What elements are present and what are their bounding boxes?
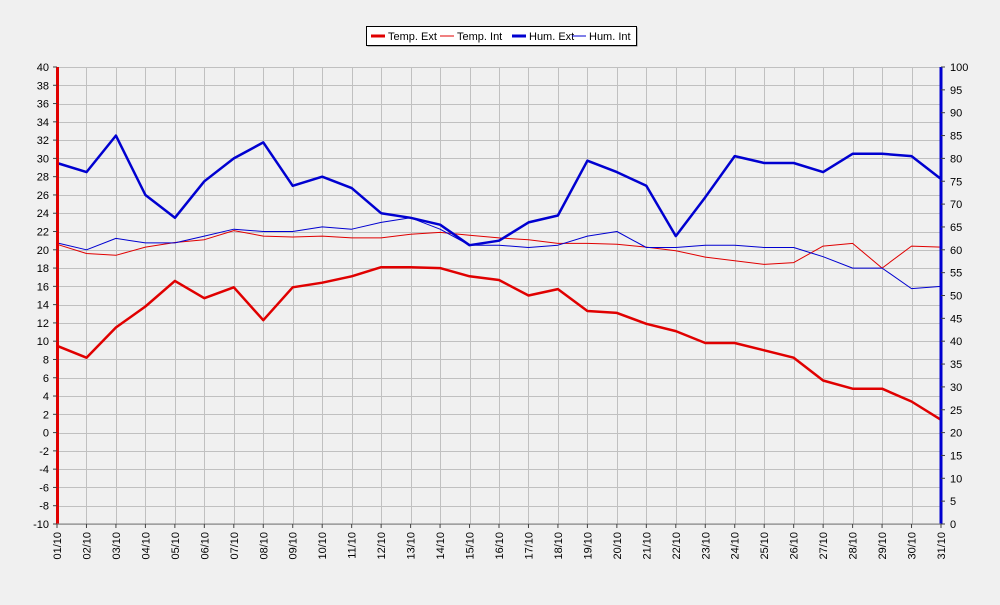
left-tick-label: -8 xyxy=(39,501,49,513)
x-tick-label: 05/10 xyxy=(170,532,182,560)
x-tick-label: 22/10 xyxy=(671,532,683,560)
x-tick-label: 27/10 xyxy=(818,532,830,560)
x-axis-ticks: 01/10 02/10 03/10 04/10 05/10 06/10 07/10 08/10… xyxy=(52,524,948,560)
series-line-2 xyxy=(56,134,942,247)
left-tick-label: 24 xyxy=(37,208,49,220)
x-tick-label: 12/10 xyxy=(376,532,388,560)
right-tick-label: 70 xyxy=(950,199,962,211)
x-tick-label: 25/10 xyxy=(759,532,771,560)
left-tick-label: 10 xyxy=(37,336,49,348)
legend-box xyxy=(366,26,637,46)
x-tick-label: 06/10 xyxy=(199,532,211,560)
right-tick-label: 75 xyxy=(950,176,962,188)
grid xyxy=(57,67,942,525)
x-tick-label: 17/10 xyxy=(523,532,535,560)
right-tick-label: 95 xyxy=(950,85,962,97)
x-tick-label: 21/10 xyxy=(641,532,653,560)
right-tick-label: 5 xyxy=(950,496,956,508)
left-tick-label: 0 xyxy=(43,428,49,440)
left-tick-label: 34 xyxy=(37,117,49,129)
left-tick-label: 16 xyxy=(37,281,49,293)
legend-label: Hum. Ext xyxy=(529,31,574,43)
right-tick-label: 20 xyxy=(950,428,962,440)
right-tick-label: 65 xyxy=(950,222,962,234)
left-tick-label: 28 xyxy=(37,172,49,184)
x-tick-label: 11/10 xyxy=(347,532,359,559)
x-tick-label: 13/10 xyxy=(406,532,418,560)
left-tick-label: 26 xyxy=(37,190,49,202)
left-tick-label: 36 xyxy=(37,99,49,111)
left-tick-label: 14 xyxy=(37,300,49,312)
x-tick-label: 31/10 xyxy=(936,532,948,560)
left-tick-label: 20 xyxy=(37,245,49,257)
right-tick-label: 15 xyxy=(950,450,962,462)
right-tick-label: 90 xyxy=(950,108,962,120)
left-tick-label: 18 xyxy=(37,263,49,275)
x-tick-label: 19/10 xyxy=(582,532,594,560)
right-tick-label: 40 xyxy=(950,336,962,348)
x-tick-label: 04/10 xyxy=(140,532,152,560)
x-tick-label: 18/10 xyxy=(553,532,565,560)
x-tick-label: 20/10 xyxy=(612,532,624,560)
series-line-3 xyxy=(56,217,942,290)
left-tick-label: -2 xyxy=(39,446,49,458)
left-tick-label: 2 xyxy=(43,409,49,421)
x-tick-label: 28/10 xyxy=(848,532,860,560)
left-axis-ticks: -10-8-6-4-202468101214161820222426283032… xyxy=(33,62,57,531)
x-tick-label: 14/10 xyxy=(435,532,447,560)
right-tick-label: 60 xyxy=(950,245,962,257)
left-tick-label: -4 xyxy=(39,464,49,476)
left-tick-label: 4 xyxy=(43,391,49,403)
series-line-1 xyxy=(56,230,942,269)
x-tick-label: 02/10 xyxy=(81,532,93,560)
right-tick-label: 10 xyxy=(950,473,962,485)
right-tick-label: 50 xyxy=(950,291,962,303)
x-tick-label: 15/10 xyxy=(465,532,477,560)
left-tick-label: 32 xyxy=(37,135,49,147)
right-tick-label: 30 xyxy=(950,382,962,394)
legend-label: Temp. Ext xyxy=(388,31,437,43)
right-axis-ticks: 0 5 10 15 20 25 30 35 40 45 50 55 60 65 70 75 80 85 90 95 10… xyxy=(941,62,968,531)
left-tick-label: 22 xyxy=(37,227,49,239)
x-tick-label: 30/10 xyxy=(907,532,919,560)
left-tick-label: 38 xyxy=(37,80,49,92)
x-tick-label: 16/10 xyxy=(494,532,506,560)
series-layer xyxy=(56,134,942,421)
x-tick-label: 23/10 xyxy=(700,532,712,560)
right-tick-label: 0 xyxy=(950,519,956,531)
legend-label: Hum. Int xyxy=(589,31,631,43)
right-tick-label: 100 xyxy=(950,62,968,74)
left-tick-label: 6 xyxy=(43,373,49,385)
left-tick-label: 40 xyxy=(37,62,49,74)
right-tick-label: 45 xyxy=(950,313,962,325)
left-tick-label: -10 xyxy=(33,519,49,531)
x-tick-label: 09/10 xyxy=(288,532,300,560)
right-tick-label: 25 xyxy=(950,405,962,417)
x-tick-label: 24/10 xyxy=(730,532,742,560)
right-tick-label: 85 xyxy=(950,131,962,143)
legend: Temp. Ext Temp. Int Hum. Ext Hum. Int xyxy=(366,26,638,47)
right-tick-label: 80 xyxy=(950,153,962,165)
x-tick-label: 07/10 xyxy=(229,532,241,560)
left-tick-label: 12 xyxy=(37,318,49,330)
left-tick-label: -6 xyxy=(39,482,49,494)
legend-label: Temp. Int xyxy=(457,31,502,43)
series-line-0 xyxy=(56,265,942,421)
x-tick-label: 10/10 xyxy=(317,532,329,560)
x-tick-label: 08/10 xyxy=(258,532,270,560)
x-tick-label: 26/10 xyxy=(789,532,801,560)
x-tick-label: 03/10 xyxy=(111,532,123,560)
left-tick-label: 8 xyxy=(43,354,49,366)
x-tick-label: 01/10 xyxy=(52,532,64,560)
right-tick-label: 55 xyxy=(950,268,962,280)
right-tick-label: 35 xyxy=(950,359,962,371)
left-tick-label: 30 xyxy=(37,153,49,165)
x-tick-label: 29/10 xyxy=(877,532,889,560)
